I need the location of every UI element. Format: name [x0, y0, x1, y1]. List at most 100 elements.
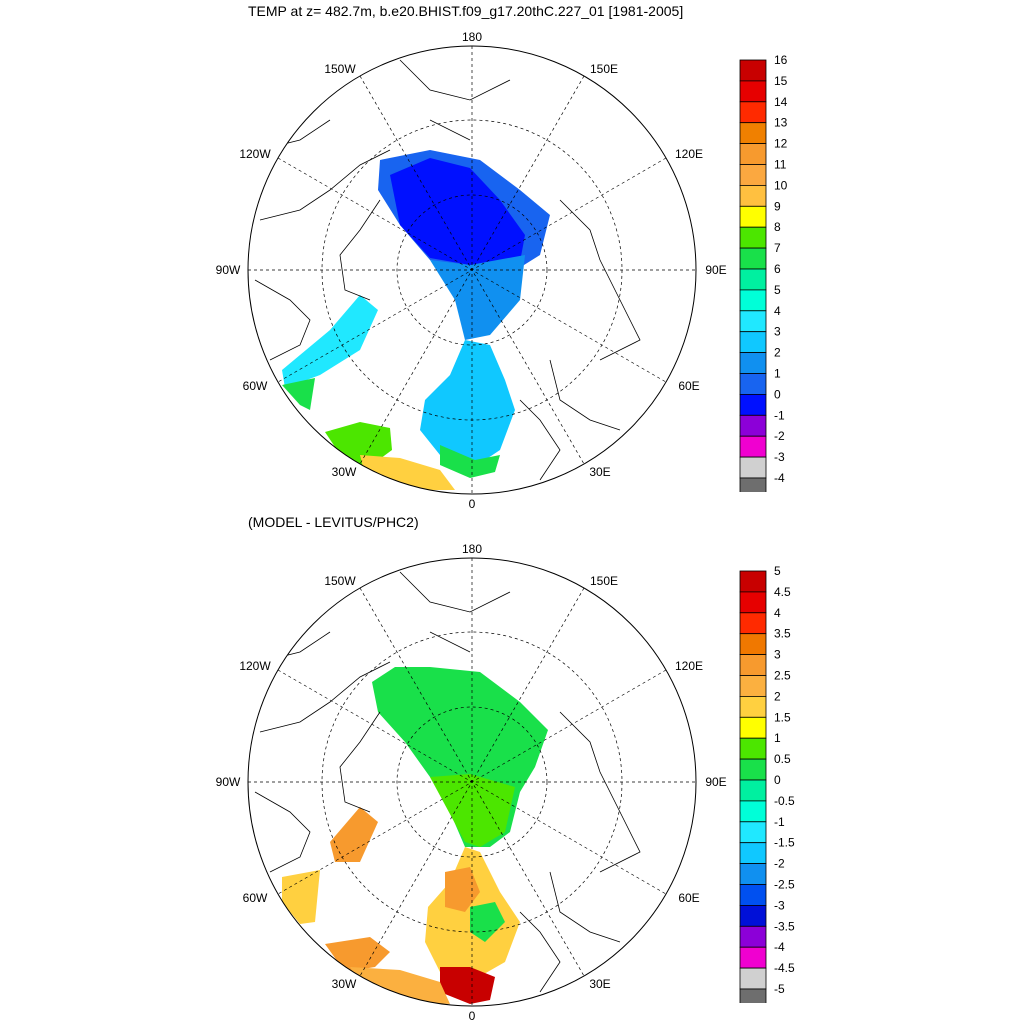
colorbar-tick-label: 13: [774, 116, 788, 130]
temperature-region-eurasian-basin: [430, 255, 525, 340]
difference-region-labrador-sea: [282, 870, 320, 924]
colorbar-swatch: [739, 456, 767, 479]
panel-title: (MODEL - LEVITUS/PHC2): [248, 514, 419, 530]
map-boundary: [247, 557, 697, 1007]
colorbar-swatch: [739, 695, 767, 718]
colorbar-tick-label: 5: [774, 564, 781, 578]
colorbar-tick-label: 15: [774, 74, 788, 88]
colorbar-tick-label: -3: [774, 450, 785, 464]
colorbar-tick-label: 7: [774, 241, 781, 255]
temperature-region-fram-strait: [420, 340, 515, 470]
colorbar-tick-label: 0: [774, 387, 781, 401]
colorbar-swatch: [739, 289, 767, 312]
lon-label-180: 180: [462, 30, 482, 44]
colorbar-tick-label: -3.5: [774, 919, 795, 933]
colorbar-swatch: [739, 373, 767, 395]
lon-label-150e: 150E: [590, 574, 618, 588]
difference-region-north-atlantic-hot: [440, 967, 495, 1004]
colorbar-swatch: [739, 675, 767, 697]
colorbar-swatch: [739, 946, 767, 969]
colorbar: 5 4.5 4 3.5 3 2.5 2 1.5 1 0.5 0 -0.5 -1 -1.5 -2 -2.5 -3 -…: [739, 564, 795, 1003]
temperature-region-baffin-bay: [282, 295, 378, 388]
colorbar-swatch: [739, 988, 767, 1003]
colorbar-swatch: [739, 716, 767, 739]
colorbar-tick-label: 3: [774, 325, 781, 339]
difference-region-baffin-bay: [330, 807, 378, 862]
colorbar-swatch: [739, 863, 767, 885]
colorbar-swatch: [739, 205, 767, 228]
colorbar-tick-label: 14: [774, 95, 788, 109]
coastline: [254, 59, 641, 481]
colorbar-tick-label: 2: [774, 346, 781, 360]
colorbar-tick-label: 6: [774, 262, 781, 276]
lon-label-90w: 90W: [216, 263, 241, 277]
lon-label-60w: 60W: [243, 379, 268, 393]
colorbar-swatch: [739, 352, 767, 374]
colorbar-tick-label: 4: [774, 304, 781, 318]
colorbar-tick-label: 3.5: [774, 627, 791, 641]
lon-label-60e: 60E: [678, 379, 699, 393]
coastline: [254, 571, 641, 993]
lon-label-30e: 30E: [589, 465, 610, 479]
colorbar-tick-label: -5: [774, 982, 785, 996]
colorbar-tick-label: 5: [774, 283, 781, 297]
colorbar-swatch: [739, 758, 767, 781]
lon-label-120e: 120E: [675, 659, 703, 673]
colorbar-swatch: [739, 967, 767, 990]
colorbar-swatch: [739, 310, 767, 333]
colorbar-tick-label: 1.5: [774, 710, 791, 724]
colorbar-tick-label: 10: [774, 178, 788, 192]
colorbar-tick-label: 1: [774, 731, 781, 745]
map-boundary: [247, 45, 697, 495]
colorbar-tick-label: 4: [774, 606, 781, 620]
colorbar-swatch: [739, 821, 767, 844]
colorbar-swatch: [739, 331, 767, 354]
lon-label-90w: 90W: [216, 775, 241, 789]
colorbar-swatch: [739, 80, 767, 103]
lon-label-90e: 90E: [705, 775, 726, 789]
lon-label-30e: 30E: [589, 977, 610, 991]
colorbar-tick-label: 8: [774, 220, 781, 234]
lon-label-120w: 120W: [239, 147, 271, 161]
colorbar-swatch: [739, 654, 767, 676]
lon-label-90e: 90E: [705, 263, 726, 277]
colorbar-swatch: [739, 633, 767, 655]
colorbar-tick-label: 4.5: [774, 585, 791, 599]
colorbar-swatch: [739, 101, 767, 124]
colorbar-tick-label: -1: [774, 408, 785, 422]
colorbar-swatch: [739, 164, 767, 186]
lon-label-60w: 60W: [243, 891, 268, 905]
colorbar-swatch: [739, 247, 767, 270]
panel-title: TEMP at z= 482.7m, b.e20.BHIST.f09_g17.2…: [248, 3, 684, 19]
colorbar-swatch: [739, 842, 767, 865]
temperature-region-norwegian-sea: [440, 445, 500, 478]
difference-region-subpolar: [350, 967, 450, 1004]
colorbar-tick-label: -3: [774, 898, 785, 912]
colorbar-swatch: [739, 226, 767, 249]
colorbar-swatch: [739, 925, 767, 948]
colorbar-tick-label: -1.5: [774, 836, 795, 850]
colorbar-swatch: [739, 612, 767, 635]
lon-label-120w: 120W: [239, 659, 271, 673]
colorbar-tick-label: -2: [774, 857, 785, 871]
meridians: [248, 46, 696, 494]
colorbar-tick-label: -4.5: [774, 961, 795, 975]
colorbar-swatch: [739, 591, 767, 614]
colorbar-tick-label: 2.5: [774, 669, 791, 683]
colorbar-tick-label: -0.5: [774, 794, 795, 808]
temperature-region-deep-basin: [390, 158, 525, 265]
colorbar-swatch: [739, 570, 767, 593]
polar-map: 180 150W 150E 120W 120E 90W 90E 60W 60E …: [216, 30, 727, 511]
lon-label-30w: 30W: [332, 977, 357, 991]
colorbar-swatch: [739, 884, 767, 906]
lon-label-150w: 150W: [324, 62, 356, 76]
colorbar-swatch: [739, 143, 767, 165]
lon-label-120e: 120E: [675, 147, 703, 161]
colorbar-tick-label: 0.5: [774, 752, 791, 766]
lon-label-180: 180: [462, 542, 482, 556]
colorbar-tick-label: 1: [774, 367, 781, 381]
colorbar-swatch: [739, 393, 767, 416]
colorbar-tick-label: -4: [774, 940, 785, 954]
colorbar-swatch: [739, 800, 767, 823]
